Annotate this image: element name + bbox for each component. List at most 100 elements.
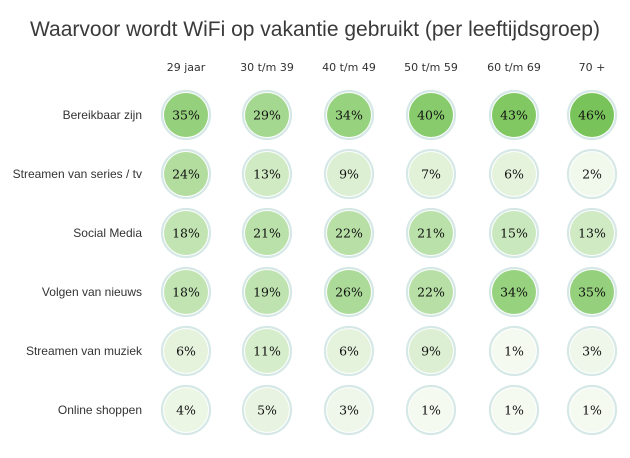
cell-ring (323, 384, 375, 436)
cell-circle (570, 388, 614, 432)
cell-value-label: 15% (500, 226, 528, 241)
heatmap-cell: 24% (160, 148, 212, 200)
cell-ring (488, 266, 540, 318)
cell-value-label: 1% (504, 403, 524, 418)
heatmap-cell: 29% (241, 89, 293, 141)
heatmap-cell: 6% (160, 325, 212, 377)
heatmap-cell: 9% (323, 148, 375, 200)
cell-circle (245, 152, 289, 196)
cell-ring (405, 266, 457, 318)
cell-circle (409, 93, 453, 137)
cell-ring (241, 266, 293, 318)
heatmap-cell: 3% (566, 325, 618, 377)
cell-value-label: 7% (421, 167, 441, 182)
cell-value-label: 21% (253, 226, 281, 241)
cell-value-label: 6% (504, 167, 524, 182)
cell-ring (241, 148, 293, 200)
cell-value-label: 18% (172, 285, 200, 300)
cell-circle (327, 270, 371, 314)
cell-value-label: 35% (172, 108, 200, 123)
cell-value-label: 46% (578, 108, 606, 123)
cell-value-label: 35% (578, 285, 606, 300)
column-label: 50 t/m 59 (404, 61, 458, 74)
cell-value-label: 1% (421, 403, 441, 418)
heatmap-cell: 9% (405, 325, 457, 377)
heatmap-cell: 21% (241, 207, 293, 259)
cell-ring (405, 325, 457, 377)
row-label: Volgen van nieuws (42, 285, 142, 299)
heatmap-cell: 34% (488, 266, 540, 318)
cell-ring (488, 207, 540, 259)
cell-circle (409, 270, 453, 314)
cell-ring (566, 266, 618, 318)
row-labels: Bereikbaar zijn Streamen van series / tv S… (13, 108, 143, 417)
cell-value-label: 34% (500, 285, 528, 300)
heatmap-cell: 43% (488, 89, 540, 141)
cell-value-label: 22% (335, 226, 363, 241)
cell-value-label: 21% (417, 226, 445, 241)
heatmap-cell: 6% (488, 148, 540, 200)
heatmap-cell: 13% (241, 148, 293, 200)
heatmap-cell: 15% (488, 207, 540, 259)
cell-value-label: 18% (172, 226, 200, 241)
heatmap-cells: 35% 29% 34% 40% 43% 46% 24% 13% 9% 7% 6% 2% 18% 21% 22… (160, 89, 618, 436)
cell-value-label: 5% (257, 403, 277, 418)
heatmap-cell: 40% (405, 89, 457, 141)
cell-circle (409, 388, 453, 432)
row-label: Bereikbaar zijn (63, 108, 142, 122)
heatmap-cell: 3% (323, 384, 375, 436)
heatmap-cell: 34% (323, 89, 375, 141)
heatmap-cell: 1% (488, 325, 540, 377)
cell-value-label: 2% (582, 167, 602, 182)
cell-circle (327, 388, 371, 432)
heatmap-cell: 18% (160, 266, 212, 318)
column-label: 29 jaar (167, 61, 206, 74)
cell-value-label: 34% (335, 108, 363, 123)
cell-value-label: 11% (253, 344, 281, 359)
cell-ring (405, 148, 457, 200)
cell-ring (323, 89, 375, 141)
cell-circle (245, 270, 289, 314)
heatmap-cell: 26% (323, 266, 375, 318)
cell-ring (405, 207, 457, 259)
cell-circle (492, 270, 536, 314)
cell-circle (409, 211, 453, 255)
heatmap-cell: 22% (405, 266, 457, 318)
cell-value-label: 43% (500, 108, 528, 123)
cell-circle (245, 93, 289, 137)
row-label: Social Media (73, 226, 142, 240)
cell-value-label: 3% (582, 344, 602, 359)
cell-circle (327, 211, 371, 255)
column-label: 30 t/m 39 (240, 61, 294, 74)
cell-circle (164, 152, 208, 196)
cell-circle (492, 388, 536, 432)
cell-circle (570, 152, 614, 196)
cell-value-label: 24% (172, 167, 200, 182)
column-label: 60 t/m 69 (487, 61, 541, 74)
cell-circle (409, 152, 453, 196)
heatmap-cell: 35% (160, 89, 212, 141)
cell-ring (566, 89, 618, 141)
row-label: Streamen van muziek (26, 344, 143, 358)
cell-circle (492, 211, 536, 255)
heatmap-cell: 11% (241, 325, 293, 377)
heatmap-cell: 46% (566, 89, 618, 141)
cell-ring (323, 148, 375, 200)
cell-ring (323, 325, 375, 377)
heatmap-cell: 1% (488, 384, 540, 436)
cell-circle (570, 270, 614, 314)
cell-ring (160, 325, 212, 377)
cell-value-label: 9% (339, 167, 359, 182)
heatmap-cell: 18% (160, 207, 212, 259)
cell-circle (245, 211, 289, 255)
cell-value-label: 26% (335, 285, 363, 300)
cell-circle (164, 388, 208, 432)
heatmap-cell: 22% (323, 207, 375, 259)
cell-ring (160, 148, 212, 200)
cell-value-label: 1% (582, 403, 602, 418)
chart-title: Waarvoor wordt WiFi op vakantie gebruikt… (30, 18, 600, 41)
cell-value-label: 13% (253, 167, 281, 182)
cell-value-label: 19% (253, 285, 281, 300)
heatmap-cell: 2% (566, 148, 618, 200)
cell-ring (566, 148, 618, 200)
